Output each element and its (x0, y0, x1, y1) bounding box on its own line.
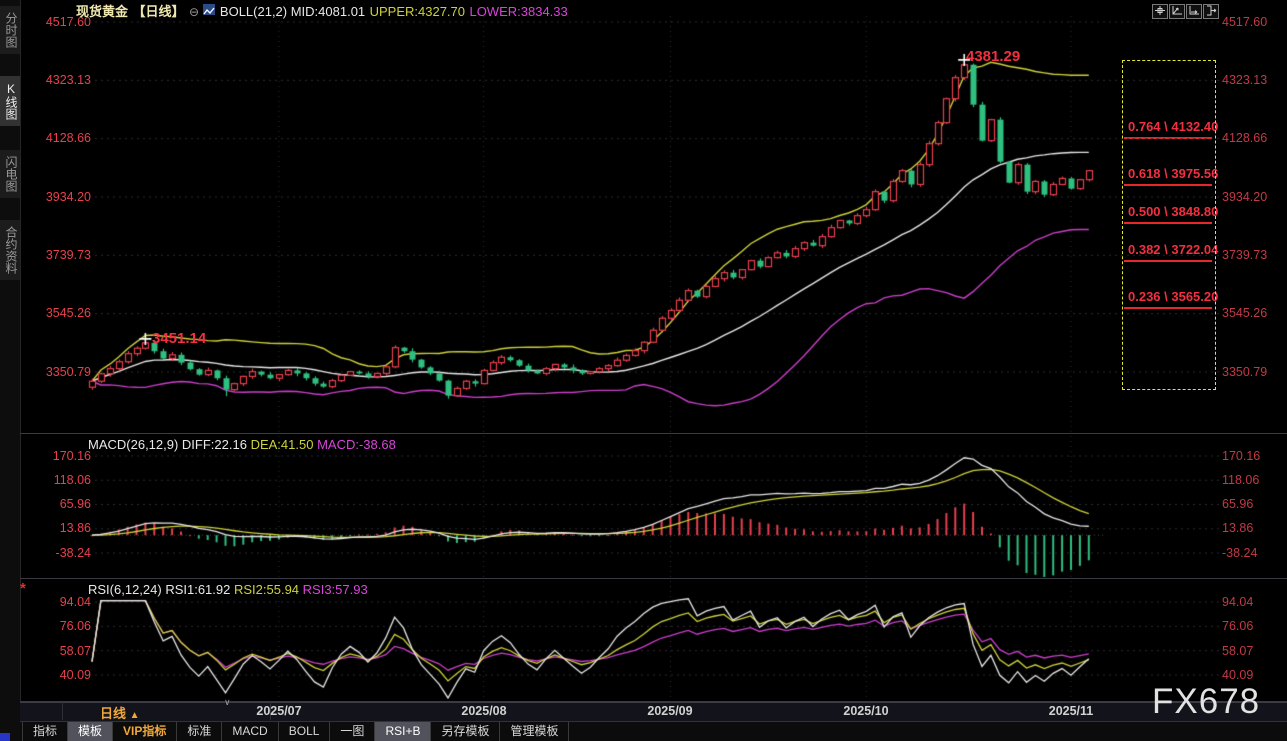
indicator-icon (203, 4, 216, 15)
macd-diff-value: MACD(26,12,9) DIFF:22.16 (88, 437, 247, 452)
tab-vip-indicator[interactable]: VIP指标 (113, 722, 178, 741)
macd-dea-value: DEA:41.50 (250, 437, 314, 452)
period-label: 日线 (100, 706, 127, 721)
rsi3-value: RSI3:57.93 (302, 582, 368, 597)
fibonacci-box[interactable] (1122, 60, 1216, 390)
fx678-watermark: FX678 (1152, 682, 1261, 721)
panel-collapse-chevron-icon[interactable]: ∨ (224, 697, 231, 707)
rsi-header: RSI(6,12,24) RSI1:61.92 RSI2:55.94 RSI3:… (88, 582, 368, 597)
boll-upper-value: UPPER:4327.70 (369, 4, 466, 19)
tab-save-template[interactable]: 另存模板 (431, 722, 501, 741)
tab-template[interactable]: 模板 (68, 722, 114, 741)
month-label: 2025/09 (647, 704, 693, 718)
peak-high-annotation: 4381.29 (966, 48, 1021, 65)
boll-lower-value: LOWER:3834.33 (469, 4, 568, 19)
tab-indicator[interactable]: 指标 (22, 722, 69, 741)
tab-one-chart[interactable]: 一图 (330, 722, 376, 741)
rsi2-value: RSI2:55.94 (233, 582, 300, 597)
period-arrow-icon: ▲ (129, 710, 140, 721)
hot-indicator-icon[interactable]: * (20, 580, 26, 597)
tab-manage-template[interactable]: 管理模板 (500, 722, 570, 741)
june-high-annotation: 3451.14 (152, 330, 207, 347)
rsi1-value: RSI(6,12,24) RSI1:61.92 (88, 582, 231, 597)
tab-standard[interactable]: 标准 (177, 722, 223, 741)
month-label: 2025/10 (843, 704, 889, 718)
tab-boll[interactable]: BOLL (279, 722, 331, 741)
period-selector[interactable]: 日线 ▲ (100, 703, 140, 722)
month-label: 2025/11 (1048, 704, 1094, 718)
macd-hist-value: MACD:-38.68 (317, 437, 396, 452)
month-label: 2025/07 (256, 704, 302, 718)
macd-header: MACD(26,12,9) DIFF:22.16 DEA:41.50 MACD:… (88, 437, 396, 452)
chart-header: 现货黄金 【日线】 ⊖ BOLL(21,2) MID:4081.01 UPPER… (76, 1, 568, 21)
tab-macd[interactable]: MACD (222, 722, 279, 741)
month-label: 2025/08 (461, 704, 507, 718)
collapse-indicator-icon[interactable]: ⊖ (188, 5, 199, 19)
symbol-name: 现货黄金 (76, 4, 129, 19)
boll-values: BOLL(21,2) MID:4081.01 (219, 4, 366, 19)
symbol-period: 【日线】 (132, 4, 185, 19)
indicator-toolbar: 指标 模板 VIP指标 标准 MACD BOLL 一图 RSI+B 另存模板 管… (20, 721, 1287, 741)
tab-rsi-b[interactable]: RSI+B (375, 722, 432, 741)
